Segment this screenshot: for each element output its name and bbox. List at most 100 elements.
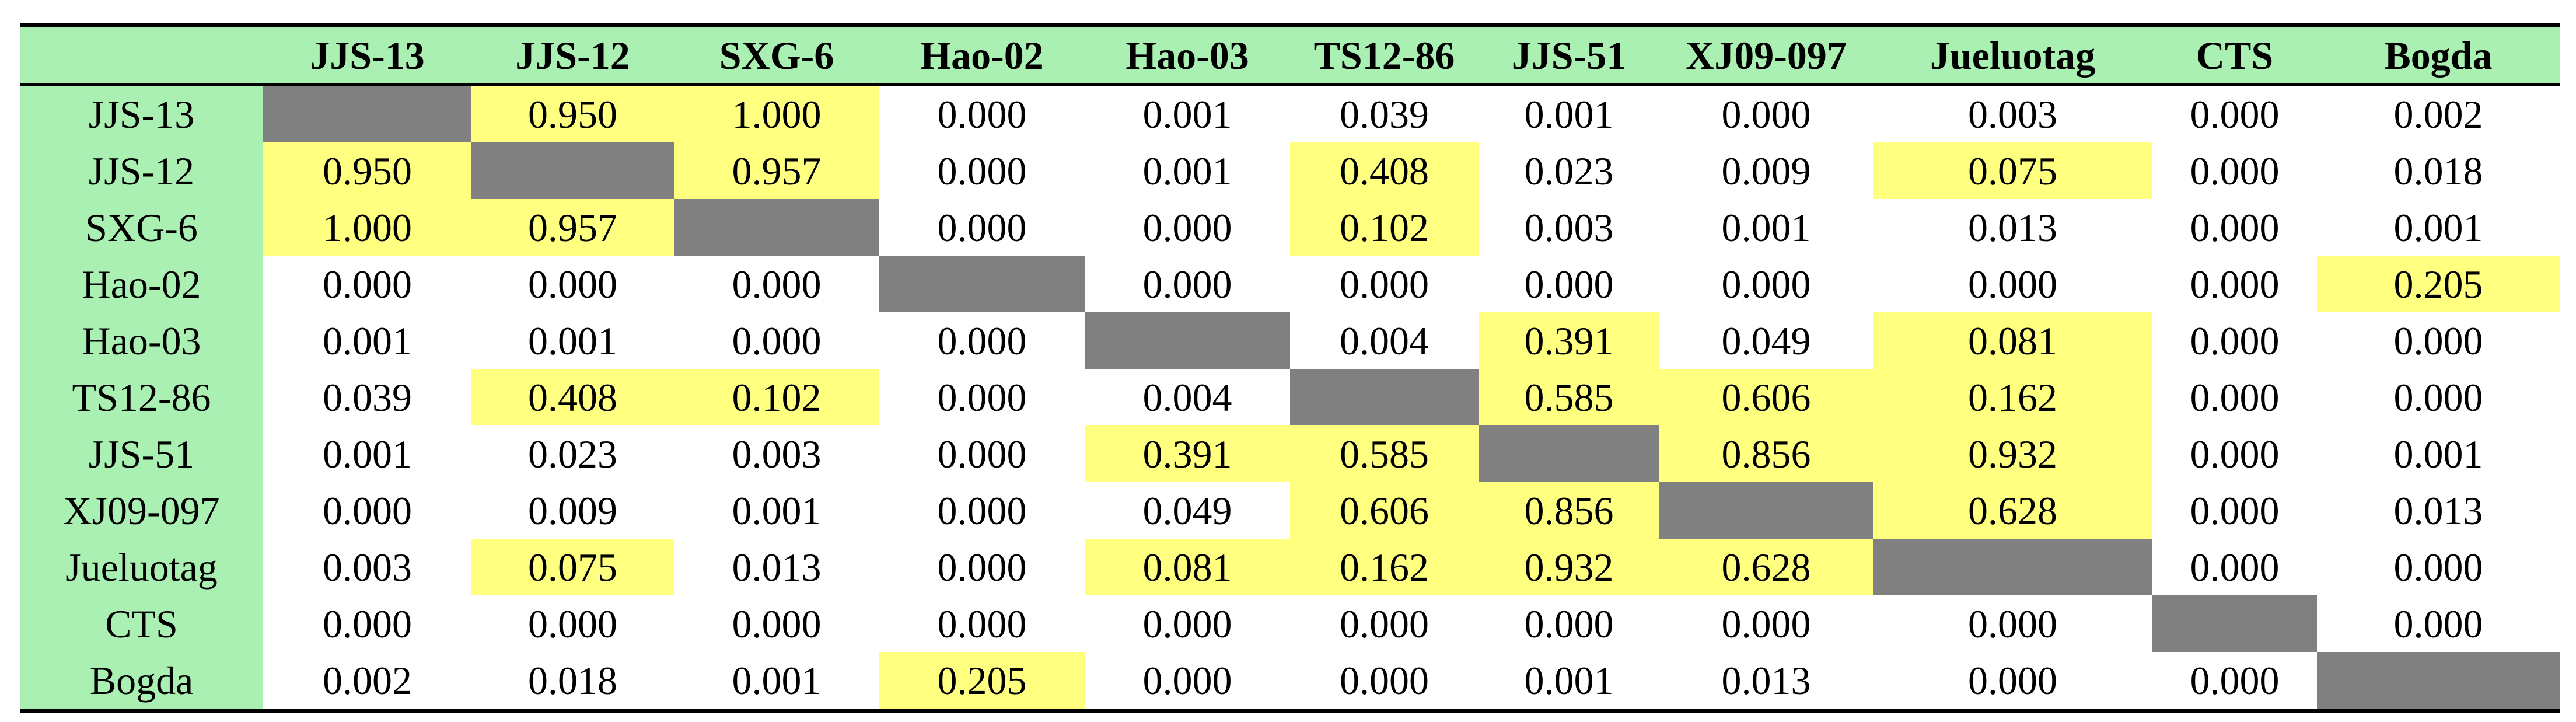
- value-cell: 0.003: [323, 545, 412, 590]
- value-cell: 0.000: [937, 601, 1027, 646]
- row-label: JJS-13: [20, 85, 263, 142]
- column-header: JJS-12: [471, 25, 674, 86]
- table-row: SXG-6 1.000 0.957 0.000 0.000 0.102 0.003 0.001…: [20, 199, 2560, 256]
- value-cell: 0.001: [1142, 148, 1232, 193]
- value-cell: 0.000: [732, 261, 822, 306]
- column-header: JJS-13: [263, 25, 471, 86]
- value-cell: 0.004: [1340, 318, 1429, 363]
- value-cell: 0.950: [263, 142, 471, 199]
- value-cell: 0.002: [323, 658, 412, 703]
- value-cell: 0.000: [1142, 658, 1232, 703]
- column-header: XJ09-097: [1659, 25, 1873, 86]
- diagonal-cell: [1479, 425, 1659, 482]
- value-cell: 0.000: [1524, 601, 1614, 646]
- value-cell: 0.001: [1524, 658, 1614, 703]
- value-cell: 0.013: [2393, 488, 2483, 533]
- value-cell: 0.075: [1873, 142, 2152, 199]
- table-body: JJS-13 0.950 1.000 0.000 0.001 0.039 0.001 0.00…: [20, 85, 2560, 711]
- table-row: Hao-03 0.001 0.001 0.000 0.000 0.004 0.391 0.04…: [20, 312, 2560, 369]
- diagonal-cell: [1290, 369, 1479, 425]
- value-cell: 0.018: [2393, 148, 2483, 193]
- column-header: Hao-02: [879, 25, 1085, 86]
- column-header: SXG-6: [674, 25, 879, 86]
- value-cell: 0.001: [528, 318, 617, 363]
- value-cell: 0.001: [732, 488, 822, 533]
- diagonal-cell: [879, 256, 1085, 312]
- value-cell: 0.013: [732, 545, 822, 590]
- value-cell: 0.039: [323, 375, 412, 420]
- value-cell: 0.018: [528, 658, 617, 703]
- value-cell: 0.000: [937, 148, 1027, 193]
- value-cell: 0.585: [1290, 425, 1479, 482]
- column-header: JJS-51: [1479, 25, 1659, 86]
- value-cell: 0.001: [732, 658, 822, 703]
- value-cell: 0.000: [2190, 431, 2280, 476]
- value-cell: 0.391: [1085, 425, 1290, 482]
- value-cell: 0.932: [1873, 425, 2152, 482]
- value-cell: 0.000: [528, 261, 617, 306]
- table-row: Jueluotag 0.003 0.075 0.013 0.000 0.081 0.162 0…: [20, 539, 2560, 595]
- row-label: Jueluotag: [20, 539, 263, 595]
- value-cell: 1.000: [674, 85, 879, 142]
- column-header: Jueluotag: [1873, 25, 2152, 86]
- value-cell: 0.000: [937, 92, 1027, 137]
- value-cell: 0.000: [1340, 601, 1429, 646]
- value-cell: 0.408: [1290, 142, 1479, 199]
- diagonal-cell: [2317, 652, 2560, 711]
- diagonal-cell: [1085, 312, 1290, 369]
- value-cell: 0.000: [937, 375, 1027, 420]
- value-cell: 0.856: [1479, 482, 1659, 539]
- row-label: SXG-6: [20, 199, 263, 256]
- value-cell: 0.957: [674, 142, 879, 199]
- row-label: Hao-03: [20, 312, 263, 369]
- value-cell: 0.162: [1873, 369, 2152, 425]
- value-cell: 0.081: [1873, 312, 2152, 369]
- diagonal-cell: [263, 85, 471, 142]
- value-cell: 0.000: [323, 488, 412, 533]
- table-row: Bogda 0.002 0.018 0.001 0.205 0.000 0.000 0.001…: [20, 652, 2560, 711]
- value-cell: 0.950: [471, 85, 674, 142]
- value-cell: 0.000: [2190, 318, 2280, 363]
- value-cell: 0.606: [1659, 369, 1873, 425]
- value-cell: 0.000: [937, 431, 1027, 476]
- value-cell: 0.000: [1721, 261, 1811, 306]
- table-row: Hao-02 0.000 0.000 0.000 0.000 0.000 0.000 0.00…: [20, 256, 2560, 312]
- value-cell: 0.000: [323, 601, 412, 646]
- row-label: Hao-02: [20, 256, 263, 312]
- value-cell: 0.000: [1524, 261, 1614, 306]
- column-header: Hao-03: [1085, 25, 1290, 86]
- row-label: CTS: [20, 595, 263, 652]
- table-row: CTS 0.000 0.000 0.000 0.000 0.000 0.000 0.000 0.…: [20, 595, 2560, 652]
- value-cell: 0.009: [1721, 148, 1811, 193]
- diagonal-cell: [471, 142, 674, 199]
- diagonal-cell: [674, 199, 879, 256]
- value-cell: 0.000: [2393, 545, 2483, 590]
- value-cell: 0.000: [323, 261, 412, 306]
- value-cell: 0.000: [2190, 375, 2280, 420]
- value-cell: 0.075: [471, 539, 674, 595]
- value-cell: 0.000: [528, 601, 617, 646]
- value-cell: 0.002: [2393, 92, 2483, 137]
- row-label: JJS-12: [20, 142, 263, 199]
- value-cell: 0.000: [1968, 601, 2057, 646]
- table-row: JJS-12 0.950 0.957 0.000 0.001 0.408 0.023 0.00…: [20, 142, 2560, 199]
- value-cell: 0.049: [1721, 318, 1811, 363]
- value-cell: 0.628: [1659, 539, 1873, 595]
- value-cell: 0.628: [1873, 482, 2152, 539]
- header-row: JJS-13 JJS-12 SXG-6 Hao-02 Hao-03 TS12-86 JJS-…: [20, 25, 2560, 86]
- row-label: JJS-51: [20, 425, 263, 482]
- value-cell: 0.957: [471, 199, 674, 256]
- value-cell: 0.000: [1142, 205, 1232, 250]
- value-cell: 0.009: [528, 488, 617, 533]
- table-row: TS12-86 0.039 0.408 0.102 0.000 0.004 0.585 0.6…: [20, 369, 2560, 425]
- value-cell: 0.023: [528, 431, 617, 476]
- value-cell: 0.000: [2190, 92, 2280, 137]
- value-cell: 0.003: [1968, 92, 2057, 137]
- value-cell: 0.162: [1290, 539, 1479, 595]
- value-cell: 0.000: [2393, 318, 2483, 363]
- value-cell: 0.000: [2190, 658, 2280, 703]
- value-cell: 0.000: [2393, 375, 2483, 420]
- table-row: XJ09-097 0.000 0.009 0.001 0.000 0.049 0.606 0.…: [20, 482, 2560, 539]
- value-cell: 0.000: [937, 205, 1027, 250]
